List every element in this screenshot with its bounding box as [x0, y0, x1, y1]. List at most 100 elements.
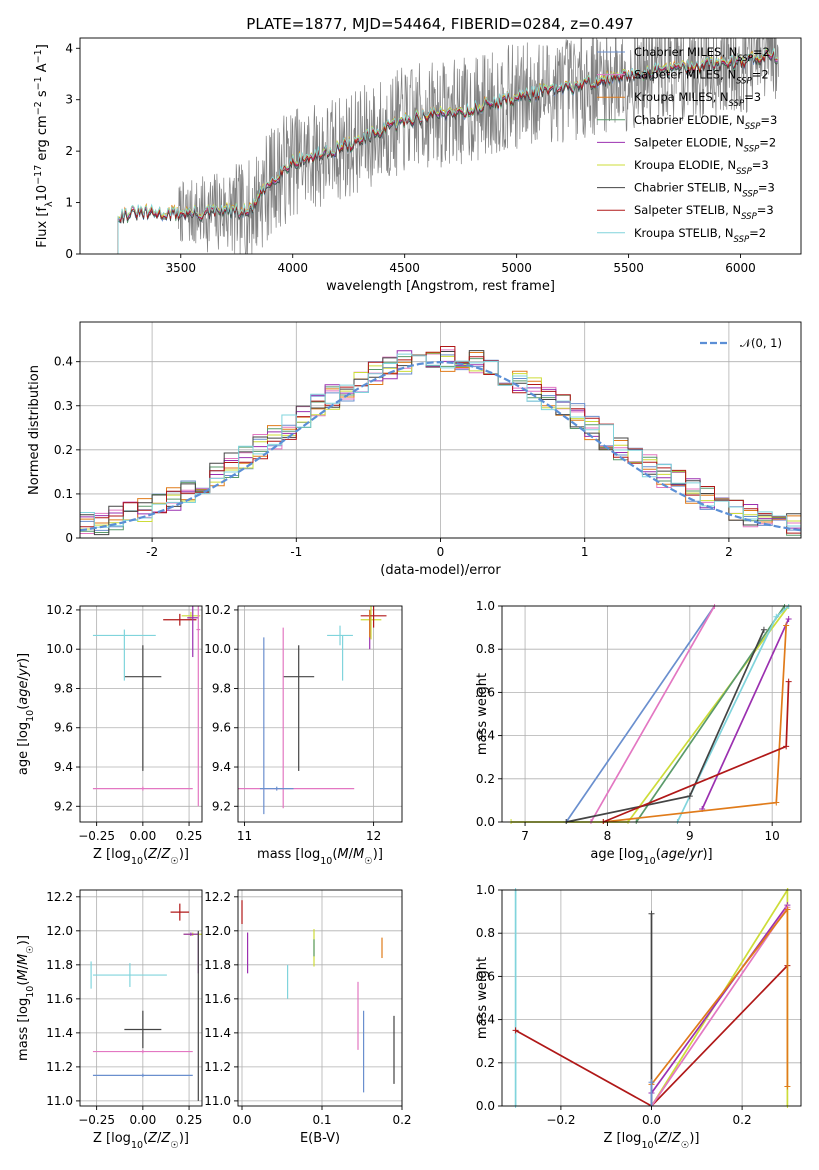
y-tick-label: 0: [65, 531, 73, 545]
y-tick-label: 0.4: [476, 1013, 495, 1027]
errorbar-point: [327, 625, 353, 646]
x-axis-label: age [log10(age/yr)]: [590, 847, 712, 867]
legend-text: =2: [759, 135, 776, 149]
mass-weight-line: [701, 618, 790, 810]
legend-text: Kroupa MILES, N: [634, 90, 729, 104]
label-part: yr: [688, 847, 704, 862]
y-tick-label: 4: [65, 41, 73, 55]
label-part: Z: [147, 1131, 158, 1146]
errorbar-point: [238, 627, 355, 809]
label-part: )]: [16, 935, 31, 945]
y-tick-label: 0.2: [476, 772, 495, 786]
x-tick-label: -2: [146, 545, 158, 559]
legend-entry: Kroupa STELIB, NSSP=2: [634, 226, 766, 245]
y-tick-label: 11.2: [46, 1060, 73, 1074]
y-tick-label: 0.8: [476, 926, 495, 940]
y-tick-label: 1.0: [476, 599, 495, 613]
x-tick-label: 0: [437, 545, 445, 559]
mass-weight-line: [590, 605, 716, 823]
x-tick-label: −0.2: [546, 1113, 575, 1127]
label-part: 10: [25, 710, 36, 722]
label-part: M: [337, 847, 348, 862]
errorbar-point: [283, 645, 315, 771]
label-part: /: [668, 1131, 673, 1146]
x-tick-label: 12: [366, 829, 381, 843]
y-tick-label: 10.2: [204, 603, 231, 617]
errorbar-point: [124, 645, 162, 771]
y-axis-label: Flux [fλ10−17 erg cm−2 s−1 A−1]: [33, 44, 55, 248]
y-axis-label: mass [log10(M/M☉)]: [16, 935, 36, 1061]
x-tick-label: 5500: [613, 261, 644, 275]
errorbar-point: [170, 903, 190, 921]
label-part: ☉: [364, 856, 373, 867]
legend-entry: 𝒩(0, 1): [740, 336, 782, 350]
y-tick-label: 0.2: [54, 443, 73, 457]
label-part: (: [143, 847, 148, 862]
y-tick-label: 12.0: [204, 924, 231, 938]
mass-vs-ebv-panel: 0.0 0.1 0.2 11.0 11.2 11.4 11.6 11.8 12.0 12.2 E(B…: [204, 889, 412, 1146]
legend-subscript: SSP: [744, 144, 760, 154]
axes-frame: [79, 321, 802, 539]
mass-weight-line: [635, 605, 786, 823]
y-tick-label: 3: [65, 93, 73, 107]
y-axis-label: mass weight: [475, 673, 490, 755]
label-part: 10: [131, 856, 143, 867]
legend-entry: Chabrier ELODIE, NSSP=3: [634, 113, 777, 132]
mass-vs-metallicity-panel: −0.25 0.00 0.25 11.0 11.2 11.4 11.6 11.8 12.0 12.…: [16, 889, 203, 1151]
label-part: ]: [35, 44, 50, 49]
label-part: mass [log: [257, 847, 320, 862]
errorbar-point: [360, 606, 387, 628]
x-tick-label: −0.25: [78, 829, 115, 843]
label-part: Z [log: [604, 1131, 642, 1146]
x-tick-label: 0.2: [392, 1113, 411, 1127]
plus-marker: [783, 622, 790, 629]
x-axis-label: E(B-V): [300, 1131, 340, 1146]
legend-text: Chabrier MILES, N: [634, 45, 737, 59]
y-tick-label: 11.8: [46, 958, 73, 972]
label-part: 10: [25, 986, 36, 998]
label-part: mass [log: [16, 998, 31, 1061]
x-tick-label: 0.25: [176, 1113, 203, 1127]
label-part: λ: [44, 201, 55, 207]
errorbar-marks: [92, 606, 201, 807]
label-part: s: [35, 90, 50, 101]
legend-subscript: SSP: [737, 54, 753, 64]
label-part: )]: [702, 847, 712, 862]
spectrum-panel: 3500 4000 4500 5000 5500 6000 0 1 2 3 4 wavelength …: [33, 37, 802, 294]
label-part: age: [16, 680, 31, 704]
axes-frame: [237, 889, 403, 1107]
mass-weight-line: [511, 605, 790, 823]
legend-subscript: SSP: [734, 235, 750, 245]
normal-reference-curve: [80, 360, 801, 532]
y-tick-label: 0.3: [54, 399, 73, 413]
axes-frame: [237, 605, 403, 823]
residual-histograms: [80, 346, 801, 537]
legend-subscript: SSP: [736, 167, 752, 177]
x-tick-label: 2: [725, 545, 733, 559]
x-tick-label: 8: [604, 829, 612, 843]
y-tick-label: 12.2: [46, 890, 73, 904]
y-tick-label: 12.0: [46, 924, 73, 938]
legend-text: Salpeter STELIB, N: [634, 203, 741, 217]
mass-weight-line: [565, 605, 716, 823]
y-tick-label: 0.6: [476, 969, 495, 983]
legend-text: =3: [752, 158, 769, 172]
legend-text: =3: [760, 113, 777, 127]
legend-text: Salpeter ELODIE, N: [634, 135, 744, 149]
errorbar-point: [92, 786, 193, 791]
errorbar-point: [163, 613, 197, 626]
errorbar-point: [92, 963, 167, 987]
spectrum-lines: [117, 38, 779, 254]
residual-histogram-panel: -2 -1 0 1 2 0 0.1 0.2 0.3 0.4 (data-model)/error No…: [27, 321, 802, 578]
figure-title: PLATE=1877, MJD=54464, FIBERID=0284, z=0…: [246, 15, 633, 33]
axes-frame: [79, 605, 203, 823]
label-part: −1: [33, 49, 44, 63]
x-axis-label: mass [log10(M/M☉)]: [257, 847, 383, 867]
label-part: /: [157, 1131, 162, 1146]
y-tick-label: 0.1: [54, 487, 73, 501]
legend-text: =3: [757, 203, 774, 217]
x-tick-label: 9: [686, 829, 694, 843]
series-lines: [512, 888, 791, 1108]
